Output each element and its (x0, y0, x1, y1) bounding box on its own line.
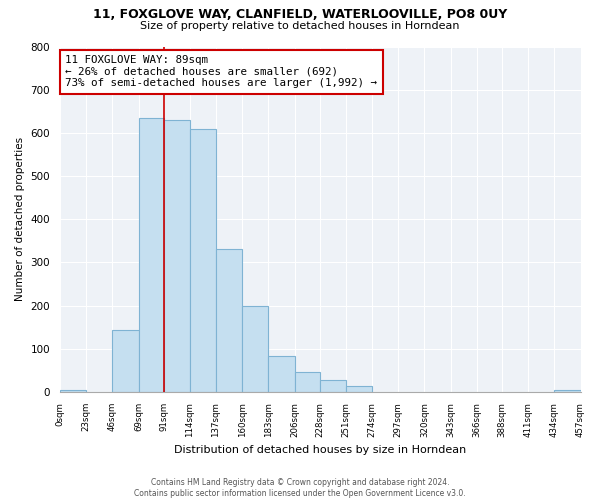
Bar (295, 372, 320, 392)
Bar (190, 130, 216, 392)
Bar (112, 330, 139, 392)
X-axis label: Distribution of detached houses by size in Horndean: Distribution of detached houses by size … (174, 445, 466, 455)
Bar (320, 380, 346, 392)
Text: Size of property relative to detached houses in Horndean: Size of property relative to detached ho… (140, 21, 460, 31)
Bar (60, 390, 86, 392)
Y-axis label: Number of detached properties: Number of detached properties (15, 137, 25, 302)
Text: 11, FOXGLOVE WAY, CLANFIELD, WATERLOOVILLE, PO8 0UY: 11, FOXGLOVE WAY, CLANFIELD, WATERLOOVIL… (93, 8, 507, 20)
Text: Contains HM Land Registry data © Crown copyright and database right 2024.
Contai: Contains HM Land Registry data © Crown c… (134, 478, 466, 498)
Bar (242, 306, 268, 392)
Text: 11 FOXGLOVE WAY: 89sqm
← 26% of detached houses are smaller (692)
73% of semi-de: 11 FOXGLOVE WAY: 89sqm ← 26% of detached… (65, 55, 377, 88)
Bar (554, 390, 581, 392)
Bar (216, 248, 242, 392)
Bar (268, 356, 295, 392)
Bar (164, 120, 190, 392)
Bar (139, 118, 164, 392)
Bar (346, 386, 372, 392)
